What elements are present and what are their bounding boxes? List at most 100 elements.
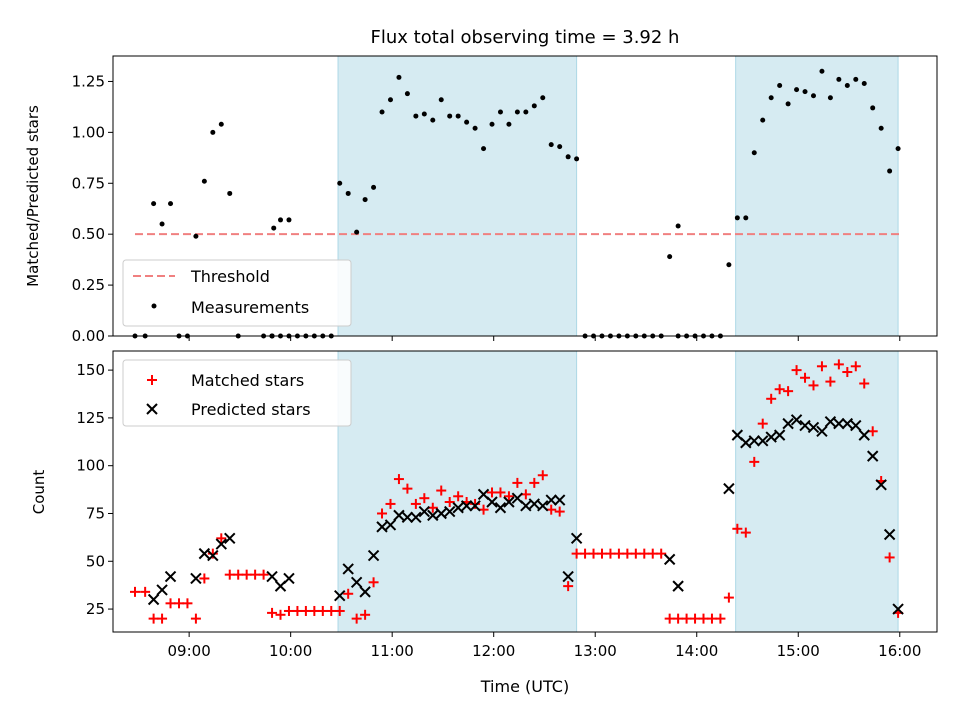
top-dot-point-0-92	[878, 125, 884, 131]
bottom-plus-point-0-20	[300, 605, 311, 616]
top-dot-point-0-31	[371, 184, 377, 190]
top-dot-point-0-9	[210, 129, 216, 135]
bottom-plus-point-0-2	[148, 613, 159, 624]
bottom-plus-point-0-0	[129, 586, 140, 597]
bottom-xtick-label-5: 14:00	[675, 642, 718, 660]
bottom-x-point-1-7	[224, 532, 236, 545]
bottom-plus-point-0-28	[368, 577, 379, 588]
bottom-x-point-1-46	[757, 435, 769, 447]
bottom-plus-point-0-22	[317, 605, 328, 616]
bottom-x-point-1-3	[190, 572, 202, 585]
bottom-xtick-label-3: 12:00	[472, 642, 515, 660]
bottom-plot-area	[129, 359, 904, 624]
bottom-x-point-1-59	[866, 450, 879, 462]
bottom-plus-point-0-31	[393, 474, 404, 485]
bottom-plus-point-0-57	[613, 548, 624, 559]
bottom-plus-point-0-47	[529, 477, 540, 488]
bottom-x-point-1-56	[841, 417, 854, 430]
top-dot-point-0-7	[193, 233, 199, 239]
bottom-plus-point-0-23	[326, 605, 337, 616]
ratio-panel: 0.00 0.25 0.50 0.75 1.00 1.25 Flux total obse…	[24, 27, 938, 345]
bottom-y-axis-label: Count	[30, 470, 48, 515]
bottom-plus-point-0-58	[622, 548, 633, 559]
bottom-plus-point-0-85	[850, 361, 861, 372]
bottom-plus-point-0-4	[165, 598, 176, 609]
top-dot-point-0-30	[362, 197, 368, 203]
top-dot-point-0-10	[218, 121, 224, 127]
top-dot-point-0-47	[506, 121, 512, 127]
bottom-plus-point-0-84	[842, 367, 853, 378]
bottom-axes-frame	[112, 350, 938, 633]
bottom-plus-point-0-25	[343, 588, 354, 599]
bottom-plus-point-0-43	[495, 487, 506, 498]
top-dot-point-0-21	[286, 217, 292, 223]
top-dot-point-0-41	[455, 113, 461, 119]
bottom-plus-point-0-69	[715, 613, 726, 624]
top-dot-point-0-32	[379, 109, 385, 115]
legend-predicted-swatch	[146, 403, 158, 415]
bottom-plus-point-0-15	[258, 569, 269, 580]
top-ytick-label-2: 0.50	[72, 225, 105, 243]
top-dot-point-0-82	[794, 87, 800, 93]
bottom-plus-point-0-80	[808, 380, 819, 391]
bottom-x-point-1-55	[833, 417, 845, 430]
bottom-x-point-1-49	[782, 417, 794, 430]
top-dot-point-0-54	[565, 154, 571, 160]
bottom-ytick-label-5: 150	[76, 361, 105, 379]
top-dot-point-0-8	[201, 178, 207, 184]
top-shaded-region-1	[735, 55, 899, 337]
bottom-plus-point-0-70	[723, 592, 734, 603]
top-dot-point-0-53	[557, 144, 563, 150]
bottom-x-point-1-50	[790, 414, 803, 426]
bottom-plus-point-0-45	[512, 477, 523, 488]
bottom-x-point-1-11	[334, 589, 346, 602]
bottom-xtick-label-2: 11:00	[371, 642, 414, 660]
top-dot-point-0-83	[802, 89, 808, 95]
bottom-plus-point-0-24	[334, 605, 345, 616]
bottom-plus-point-0-65	[681, 613, 692, 624]
bottom-x-point-1-27	[469, 500, 481, 512]
bottom-plus-point-0-81	[816, 361, 827, 372]
bottom-x-point-1-5	[207, 549, 219, 562]
bottom-x-point-1-34	[528, 498, 541, 510]
bottom-x-point-1-1	[156, 584, 168, 596]
bottom-x-point-1-16	[376, 521, 388, 533]
top-dot-point-0-40	[447, 113, 453, 119]
bottom-x-point-1-6	[215, 538, 227, 550]
top-dot-point-0-48	[514, 109, 520, 115]
bottom-plus-point-0-7	[190, 613, 201, 624]
bottom-x-point-1-14	[359, 586, 371, 598]
legend-threshold-label: Threshold	[190, 267, 270, 286]
bottom-x-point-1-52	[807, 421, 820, 434]
top-dot-point-0-74	[726, 262, 732, 268]
bottom-x-point-1-51	[799, 419, 811, 432]
bottom-plus-point-0-89	[884, 552, 895, 563]
bottom-plus-point-0-42	[487, 487, 498, 498]
top-dot-point-0-46	[497, 109, 503, 115]
bottom-plus-point-0-48	[537, 470, 548, 481]
bottom-plus-point-0-17	[275, 609, 286, 620]
legend-matched-swatch	[147, 375, 157, 385]
bottom-plus-point-0-26	[351, 613, 362, 624]
bottom-plus-point-0-30	[385, 498, 396, 509]
top-dot-point-0-55	[574, 156, 580, 162]
bottom-plus-point-0-1	[140, 586, 151, 597]
bottom-legend-box	[122, 359, 352, 427]
top-dot-point-0-20	[278, 217, 284, 223]
bottom-x-point-1-13	[350, 576, 363, 589]
bottom-ytick-label-1: 50	[86, 552, 105, 570]
bottom-plus-point-0-9	[207, 548, 218, 559]
top-dot-point-0-67	[675, 223, 681, 229]
bottom-ytick-label-4: 125	[76, 409, 105, 427]
bottom-x-point-1-53	[816, 425, 828, 437]
top-dot-point-0-52	[548, 142, 554, 148]
bottom-plus-point-0-37	[444, 497, 455, 508]
bottom-x-point-1-60	[875, 479, 887, 491]
bottom-plus-point-0-79	[800, 372, 811, 383]
counts-panel: 25 50 75 100 125 150 09:00 10:00 11:00 12:00 13:00…	[30, 350, 938, 696]
bottom-x-point-1-37	[553, 494, 566, 506]
legend-predicted-label: Predicted stars	[191, 400, 311, 419]
bottom-plus-point-0-14	[250, 569, 261, 580]
top-dot-point-0-81	[785, 101, 791, 107]
bottom-plus-point-0-72	[740, 527, 751, 538]
